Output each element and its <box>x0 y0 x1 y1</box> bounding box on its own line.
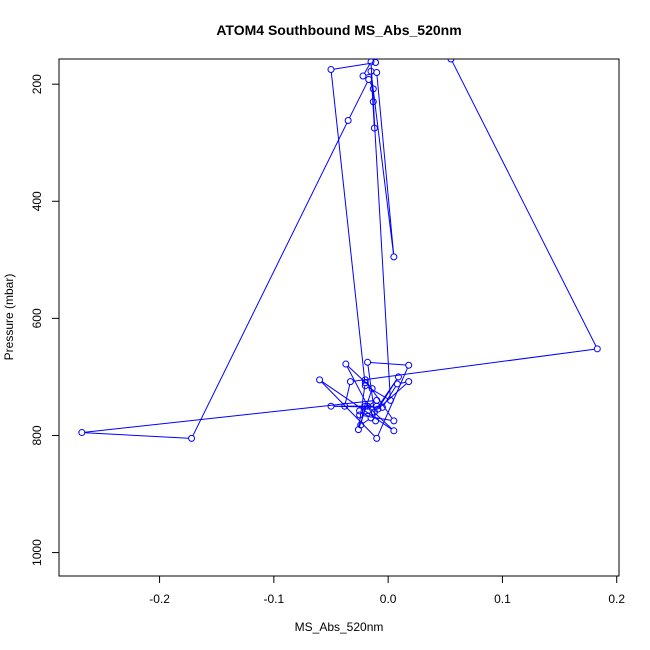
series-line-segment <box>321 381 375 437</box>
data-point <box>346 378 354 386</box>
data-point <box>370 124 378 132</box>
series-line-segment <box>192 122 348 436</box>
y-axis-label: Pressure (mbar) <box>2 274 16 361</box>
plot-frame <box>58 58 620 577</box>
data-point <box>356 411 364 419</box>
data-point <box>369 85 377 93</box>
data-point <box>364 358 372 366</box>
x-tick-label: -0.2 <box>149 592 170 606</box>
series-line-segment <box>367 386 389 400</box>
chart-title: ATOM4 Southbound MS_Abs_520nm <box>216 22 461 38</box>
data-point <box>357 421 365 429</box>
x-axis-label: MS_Abs_520nm <box>295 620 384 634</box>
y-tick-label: 600 <box>30 308 44 328</box>
series-line-segment <box>330 72 366 383</box>
x-tick-label: 0.1 <box>494 592 511 606</box>
data-point <box>188 434 196 442</box>
series-line-segment <box>344 384 351 404</box>
series-line-segment <box>84 400 374 433</box>
y-axis: 200 400 600 800 1000 <box>30 74 60 566</box>
x-axis: -0.2 -0.1 0.0 0.1 0.2 <box>149 575 625 606</box>
data-point <box>447 59 455 63</box>
data-point <box>593 345 601 353</box>
series-line-segment <box>349 81 368 119</box>
series-line-segment <box>84 432 189 439</box>
series-line-segment <box>370 74 394 254</box>
data-point <box>378 403 386 411</box>
data-point <box>361 402 369 410</box>
data-point <box>367 414 375 422</box>
x-tick-label: 0.2 <box>608 592 625 606</box>
data-point <box>386 396 394 404</box>
series-line-segment <box>364 64 370 74</box>
data-point <box>361 379 369 387</box>
y-tick-label: 1000 <box>30 539 44 566</box>
series-line-segment <box>361 412 369 417</box>
data-point <box>394 373 402 381</box>
data-point <box>373 396 381 404</box>
data-point <box>359 72 367 80</box>
data-point <box>393 380 401 388</box>
data-point <box>361 382 369 390</box>
data-point <box>365 75 373 83</box>
data-point <box>405 378 413 386</box>
x-tick-label: -0.1 <box>264 592 285 606</box>
data-point <box>372 59 380 67</box>
y-tick-label: 400 <box>30 191 44 211</box>
x-tick-label: 0.0 <box>380 592 397 606</box>
data-point <box>368 385 376 393</box>
series-line-segment <box>376 75 395 254</box>
data-point <box>373 68 381 76</box>
data-point <box>390 253 398 261</box>
data-point <box>405 361 413 369</box>
data-point <box>316 376 324 384</box>
series-line-segment <box>369 407 393 430</box>
data-point <box>344 116 352 124</box>
series-line-segment <box>333 62 373 70</box>
data-point <box>370 408 378 416</box>
series-line-segment <box>370 64 391 398</box>
plot-area <box>78 59 601 442</box>
series-line-segment <box>451 61 597 347</box>
series-line-segment <box>379 383 407 408</box>
data-point <box>390 417 398 425</box>
data-point <box>342 360 350 368</box>
data-point <box>373 434 381 442</box>
series-line-segment <box>353 348 595 382</box>
data-point <box>356 407 364 415</box>
data-point <box>369 98 377 106</box>
data-point <box>78 429 86 437</box>
data-point <box>341 402 349 410</box>
data-point <box>327 402 335 410</box>
series-line-segment <box>321 381 392 430</box>
data-point <box>367 59 375 66</box>
y-tick-label: 800 <box>30 425 44 445</box>
series-line-segment <box>362 419 369 424</box>
y-tick-label: 200 <box>30 74 44 94</box>
data-point <box>364 402 372 410</box>
data-point <box>390 427 398 435</box>
series-line-segment <box>346 366 375 419</box>
data-point <box>327 66 335 74</box>
